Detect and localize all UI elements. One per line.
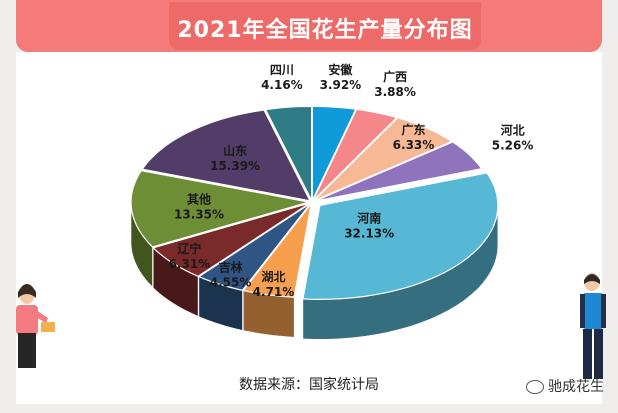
pie-slice-10 [264,105,313,201]
pie-label-value-8: 13.35% [174,208,224,222]
data-source-note: 数据来源：国家统计局 [239,377,379,393]
pie-label-value-9: 15.39% [210,159,260,173]
pie-label-category-9: 山东 [223,143,247,158]
pie-slice-0 [311,105,357,201]
pie-label-value-7: 6.31% [169,257,211,271]
pie-label-value-5: 4.71% [253,285,295,299]
pie-label-category-0: 安徽 [328,62,353,77]
pie-label-category-7: 辽宁 [177,241,201,256]
pie-label-value-6: 4.55% [210,276,252,290]
pie-slice-2 [313,117,454,202]
pie-label-layer: 安徽3.92%广西3.88%广东6.33%河北5.26%河南32.13%湖北4.… [169,62,534,299]
wechat-icon [526,380,544,394]
pie-label-value-0: 3.92% [320,78,362,92]
pie-label-value-2: 6.33% [393,138,435,152]
pie-label-category-3: 河北 [500,123,525,138]
title-box: 2021年全国花生产量分布图 [169,2,481,50]
pie-label-value-3: 5.26% [492,139,534,153]
pie-depth-layer [130,202,499,340]
watermark: 驰成花生 [526,376,604,396]
pie-label-category-8: 其他 [187,192,211,207]
pie-slice-5 [242,203,312,298]
pie-slice-7 [152,202,311,277]
pie-label-category-5: 湖北 [261,269,285,284]
pie-slice-9 [141,109,312,202]
pie-label-category-2: 广东 [401,122,425,137]
pie-slice-3 [314,141,483,202]
pie-label-category-4: 河南 [356,211,381,226]
chart-title: 2021年全国花生产量分布图 [177,18,473,43]
pie-slice-4 [302,172,499,301]
pie-top-layer [130,105,499,301]
pie-slice-1 [312,108,399,201]
title-banner: 2021年全国花生产量分布图 [16,0,602,52]
pie-slice-6 [197,202,311,291]
watermark-text: 驰成花生 [548,379,604,395]
pie-label-category-1: 广西 [383,69,407,84]
pie-label-value-10: 4.16% [261,78,303,92]
pie-label-category-10: 四川 [270,63,294,77]
pie-slice-8 [130,169,310,248]
pie-label-value-4: 32.13% [344,227,394,241]
presenter-woman-illustration [16,284,55,368]
pie-label-category-6: 吉林 [219,260,243,275]
presenter-man-illustration [580,273,606,379]
pie-label-value-1: 3.88% [374,85,416,99]
